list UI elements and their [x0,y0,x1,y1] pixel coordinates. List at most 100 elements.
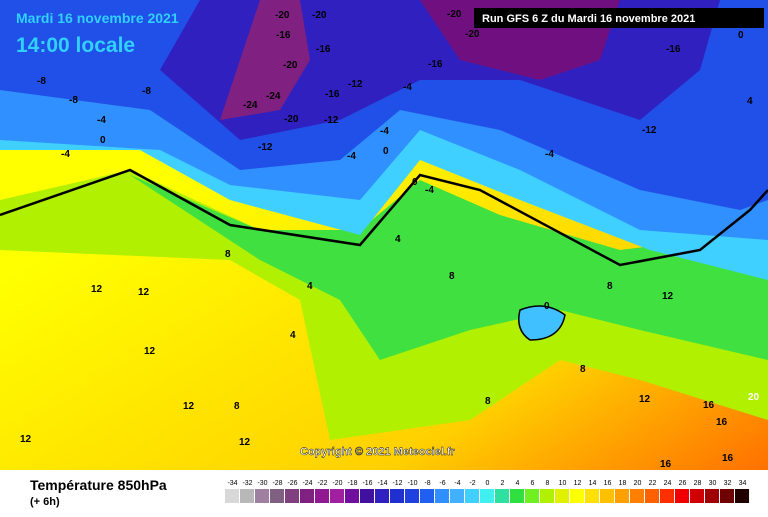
contour-label: -4 [403,82,412,93]
color-box [525,489,539,503]
contour-label: 8 [580,364,586,375]
color-box [510,489,524,503]
map: Copyright © 2021 Meteociel.fr -20 -20-20-… [0,0,768,470]
color-box [690,489,704,503]
color-box [255,489,269,503]
color-box [285,489,299,503]
contour-label: -12 [258,142,273,153]
contour-label: -16 [325,89,340,100]
contour-label: 12 [91,284,103,295]
contour-label: -20 [465,29,480,40]
color-box [600,489,614,503]
contour-label: -20 [312,10,327,21]
contour-label: -24 [243,100,258,111]
contour-label: -8 [142,86,151,97]
contour-label: 16 [703,400,715,411]
color-box [615,489,629,503]
color-box [585,489,599,503]
contour-label: 20 [748,392,760,403]
contour-label: -4 [380,126,389,137]
colorbar-tick: 30 [709,480,717,487]
date: Mardi 16 novembre 2021 [16,10,179,26]
color-box [675,489,689,503]
contour-label: 12 [662,291,674,302]
time: 14:00 locale [16,34,135,57]
contour-label: -16 [276,30,291,41]
colorbar-tick: -14 [377,480,387,487]
colorbar-tick: -16 [362,480,372,487]
contour-label: 12 [138,287,150,298]
contour-label: -8 [69,95,78,106]
color-box [735,489,749,503]
color-box [270,489,284,503]
colorbar-tick: 28 [694,480,702,487]
color-box [480,489,494,503]
contour-label: 8 [225,249,231,260]
colorbar-tick: -12 [392,480,402,487]
colorbar-tick: -10 [407,480,417,487]
contour-label: 16 [660,459,672,470]
colorbar-tick: 32 [724,480,732,487]
color-box [570,489,584,503]
colorbar-tick: 24 [664,480,672,487]
contour-label: 12 [183,401,195,412]
colorbar-tick: 18 [619,480,627,487]
contour-label: -12 [324,115,339,126]
color-box [705,489,719,503]
colorbar-tick: 10 [559,480,567,487]
contour-label: 8 [449,271,455,282]
colorbar-tick: 16 [604,480,612,487]
contour-label: 16 [722,453,734,464]
colorbar-tick: 34 [739,480,747,487]
legend-title: Température 850hPa [30,477,167,493]
color-box [660,489,674,503]
color-box [465,489,479,503]
color-box [225,489,239,503]
colorbar-tick: -28 [272,480,282,487]
contour-label: 12 [144,346,156,357]
colorbar-tick: -34 [227,480,237,487]
contour-label: 0 [544,301,550,312]
colorbar-tick: 8 [546,480,550,487]
contour-label: 0 [412,177,418,188]
color-box [540,489,554,503]
contour-label: -20 [275,10,290,21]
contour-label: -12 [642,125,657,136]
colorbar-tick: -4 [454,480,460,487]
colorbar-tick: -8 [424,480,430,487]
color-box [435,489,449,503]
color-box [390,489,404,503]
colorbar-tick: 6 [531,480,535,487]
run: Run GFS 6 Z du Mardi 16 novembre 2021 [482,13,695,25]
color-box [405,489,419,503]
colorbar-tick: -6 [439,480,445,487]
colorbar-tick: -22 [317,480,327,487]
contour-label: -4 [61,149,70,160]
colorbar-tick: 14 [589,480,597,487]
color-box [630,489,644,503]
colorbar-tick: -20 [332,480,342,487]
contour-label: -16 [666,44,681,55]
color-box [555,489,569,503]
colorbar-tick: 22 [649,480,657,487]
color-box [360,489,374,503]
color-box [330,489,344,503]
contour-label: -24 [266,91,281,102]
contour-label: -4 [545,149,554,160]
contour-label: 8 [234,401,240,412]
color-box [720,489,734,503]
color-box [315,489,329,503]
contour-label: 12 [239,437,251,448]
colorbar-tick: -26 [287,480,297,487]
contour-label: 0 [100,135,106,146]
contour-label: -16 [428,59,443,70]
contour-label: 4 [747,96,753,107]
contour-label: 4 [307,281,313,292]
contour-label: -8 [37,76,46,87]
contour-label: -12 [348,79,363,90]
color-box [495,489,509,503]
contour-label: 12 [639,394,651,405]
colorbar-tick: -18 [347,480,357,487]
colorbar: -34 -32 -30 -28 -26 -24 -22 -20 -18 -16 -14 -12 -10-… [225,480,749,503]
colorbar-tick: 26 [679,480,687,487]
